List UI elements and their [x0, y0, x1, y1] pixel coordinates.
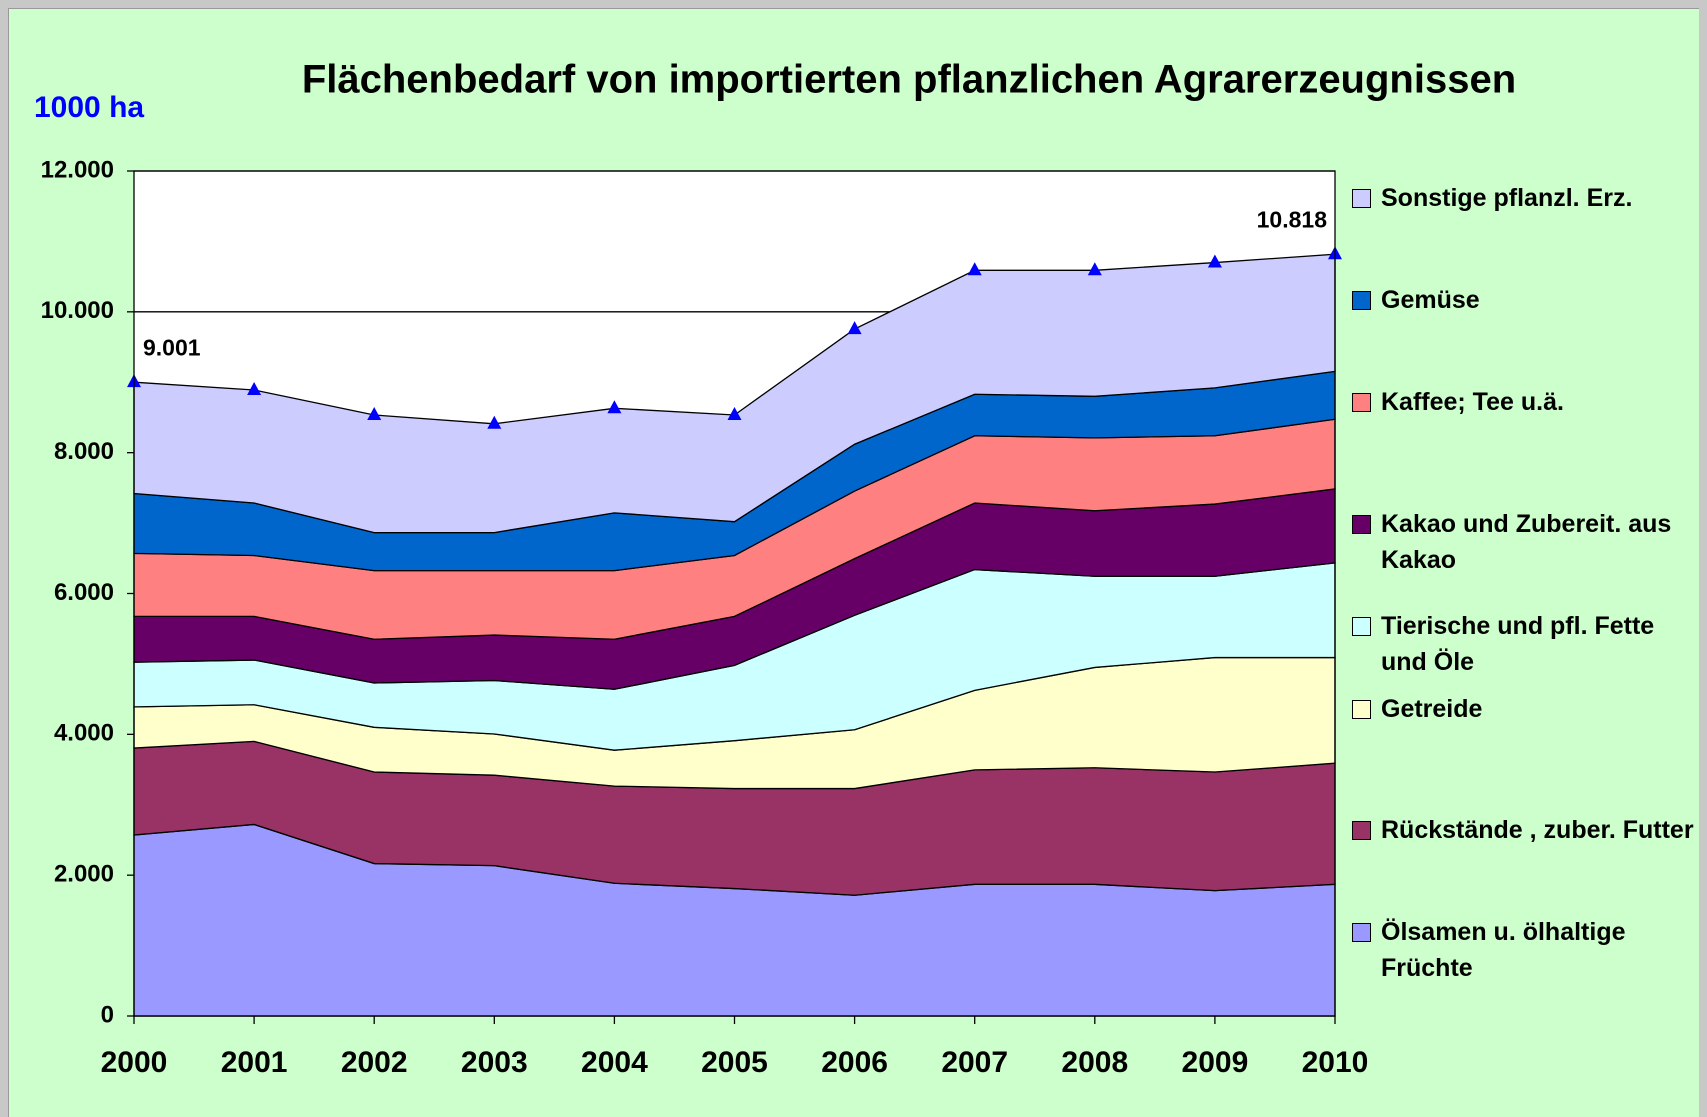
legend-item: Ölsamen u. ölhaltige Früchte: [1352, 914, 1702, 986]
x-tick-label: 2007: [941, 1046, 1008, 1079]
x-tick-label: 2006: [821, 1046, 888, 1079]
x-tick-label: 2000: [101, 1046, 168, 1079]
legend-swatch: [1352, 700, 1371, 719]
legend-label: Getreide: [1381, 695, 1483, 723]
y-tick-label: 4.000: [54, 720, 114, 747]
chart-title: Flächenbedarf von importierten pflanzlic…: [302, 58, 1516, 102]
total-marker: [487, 415, 502, 429]
legend-label: Kaffee; Tee u.ä.: [1381, 388, 1564, 416]
legend-label: Sonstige pflanzl. Erz.: [1381, 184, 1633, 212]
annotation: 9.001: [143, 334, 201, 360]
legend-swatch: [1352, 923, 1371, 942]
legend-item: Gemüse: [1352, 282, 1702, 318]
legend-item: Rückstände , zuber. Futter: [1352, 812, 1702, 848]
legend-swatch: [1352, 291, 1371, 310]
x-tick-label: 2009: [1182, 1046, 1249, 1079]
legend-label: Kakao und Zubereit. aus Kakao: [1381, 510, 1672, 574]
y-tick-label: 2.000: [54, 861, 114, 888]
legend-label: Tierische und pfl. Fette und Öle: [1381, 612, 1655, 676]
legend-swatch: [1352, 617, 1371, 636]
y-tick-label: 12.000: [41, 156, 114, 183]
x-tick-label: 2003: [461, 1046, 528, 1079]
legend-item: Kaffee; Tee u.ä.: [1352, 384, 1702, 420]
total-marker: [1207, 254, 1222, 268]
legend-item: Getreide: [1352, 691, 1702, 727]
x-tick-label: 2010: [1302, 1046, 1369, 1079]
legend-swatch: [1352, 515, 1371, 534]
y-axis-label: 1000 ha: [34, 91, 144, 124]
legend-label: Gemüse: [1381, 286, 1480, 314]
legend-item: Kakao und Zubereit. aus Kakao: [1352, 506, 1702, 578]
legend-item: Tierische und pfl. Fette und Öle: [1352, 608, 1702, 680]
x-tick-label: 2001: [221, 1046, 288, 1079]
y-tick-label: 0: [101, 1001, 114, 1028]
y-tick-label: 10.000: [41, 297, 114, 324]
legend-label: Rückstände , zuber. Futter: [1381, 816, 1694, 844]
x-tick-label: 2005: [701, 1046, 768, 1079]
total-marker: [607, 400, 622, 414]
total-marker: [727, 406, 742, 420]
legend-swatch: [1352, 393, 1371, 412]
x-tick-label: 2002: [341, 1046, 408, 1079]
x-tick-label: 2004: [581, 1046, 648, 1079]
legend-label: Ölsamen u. ölhaltige Früchte: [1381, 918, 1626, 982]
total-marker: [967, 262, 982, 276]
total-marker: [847, 321, 862, 335]
y-tick-label: 8.000: [54, 438, 114, 465]
total-marker: [367, 406, 382, 420]
y-tick-label: 6.000: [54, 579, 114, 606]
legend-swatch: [1352, 821, 1371, 840]
total-marker: [247, 381, 262, 395]
x-tick-label: 2008: [1061, 1046, 1128, 1079]
legend-swatch: [1352, 189, 1371, 208]
legend-item: Sonstige pflanzl. Erz.: [1352, 180, 1702, 216]
annotation: 10.818: [1257, 206, 1328, 232]
total-marker: [1087, 262, 1102, 276]
